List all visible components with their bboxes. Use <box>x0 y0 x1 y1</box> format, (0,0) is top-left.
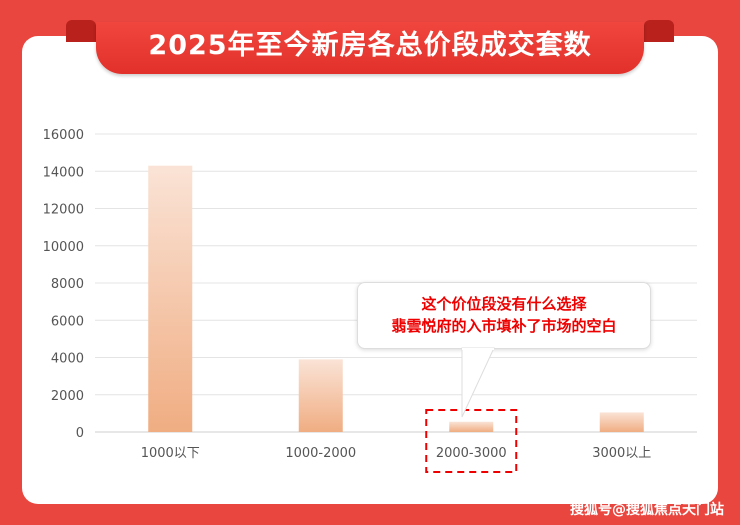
y-tick-label: 0 <box>76 426 84 441</box>
chart-title: 2025年至今新房各总价段成交套数 <box>96 22 644 74</box>
y-tick-label: 16000 <box>43 128 84 143</box>
y-tick-label: 8000 <box>51 277 84 292</box>
annotation-callout: 这个价位段没有什么选择 翡雲悦府的入市填补了市场的空白 <box>357 282 651 349</box>
y-tick-label: 10000 <box>43 240 84 255</box>
banner-tab-right <box>644 20 674 42</box>
title-banner: 2025年至今新房各总价段成交套数 <box>64 16 676 76</box>
bar <box>148 165 193 432</box>
bar <box>298 359 343 432</box>
callout-line-2: 翡雲悦府的入市填补了市场的空白 <box>391 317 617 335</box>
bar <box>599 412 644 432</box>
x-tick-label: 2000-3000 <box>436 446 507 461</box>
y-tick-label: 6000 <box>51 314 84 329</box>
x-tick-label: 1000-2000 <box>285 446 356 461</box>
callout-line-1: 这个价位段没有什么选择 <box>421 295 587 313</box>
y-tick-label: 14000 <box>43 165 84 180</box>
y-tick-label: 12000 <box>43 203 84 218</box>
bar <box>449 421 494 432</box>
y-tick-label: 2000 <box>51 389 84 404</box>
x-tick-label: 3000以上 <box>592 446 651 461</box>
highlight-box <box>425 409 518 473</box>
y-tick-label: 4000 <box>51 352 84 367</box>
x-tick-label: 1000以下 <box>141 446 200 461</box>
banner-tab-left <box>66 20 96 42</box>
watermark: 搜狐号@搜狐焦点天门站 <box>570 502 724 518</box>
